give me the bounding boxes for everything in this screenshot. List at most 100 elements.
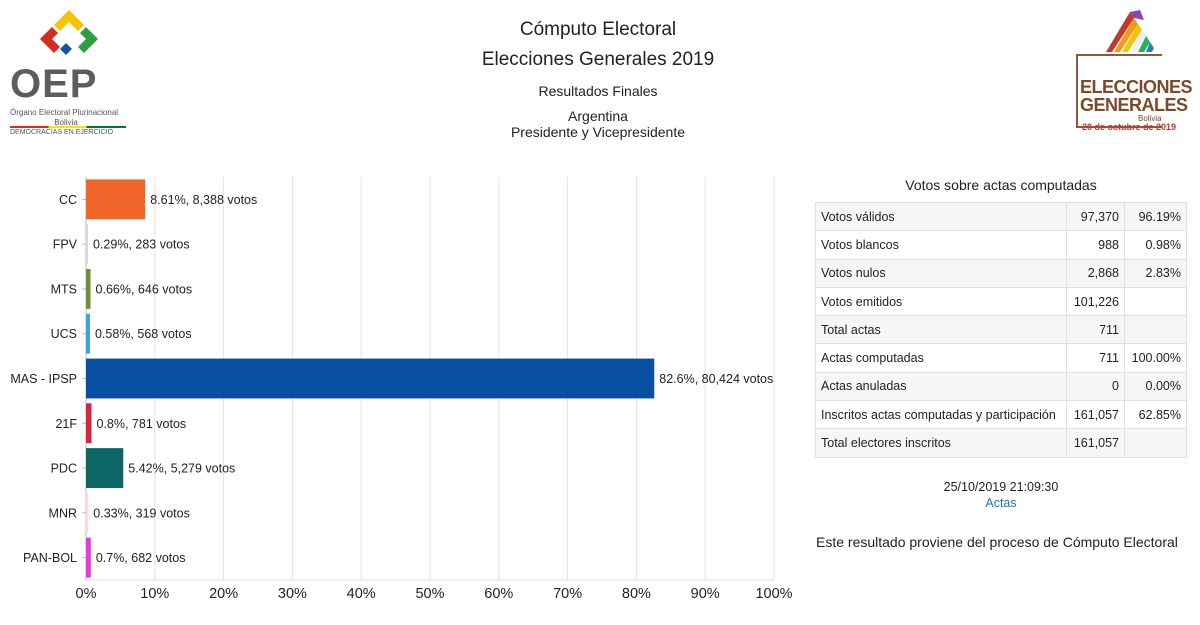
data-label: 5.42%, 5,279 votos [128,462,235,476]
summary-table: Votos válidos 97,370 96.19% Votos blancos 98… [814,201,1187,458]
category-label: FPV [53,238,78,252]
bar [86,492,89,533]
row-value: 97,370 [1066,201,1125,232]
row-pct [1124,428,1187,458]
tricolor-divider [10,126,126,128]
row-value: 161,057 [1066,400,1125,430]
page-subtitle: Elecciones Generales 2019 [481,49,715,70]
row-value: 2,868 [1066,258,1125,288]
page-title: Cómputo Electoral [519,19,677,40]
row-value: 161,057 [1066,428,1125,458]
table-row: Votos nulos 2,868 2.83% [814,258,1187,288]
oep-logo: OEP Órgano Electoral Plurinacional Boliv… [8,8,128,136]
wiphala-flag-icon [1106,10,1154,52]
row-pct [1124,286,1187,317]
x-tick-label: 0% [76,586,97,602]
oep-acronym: OEP [10,62,98,106]
row-value: 101,226 [1066,286,1125,317]
row-label: Votos blancos [814,230,1068,260]
country-label: Argentina [568,108,628,124]
data-label: 0.29%, 283 votos [93,238,190,252]
row-label: Actas anuladas [814,371,1068,402]
table-row: Actas computadas 711 100.00% [814,343,1187,373]
table-row: Votos válidos 97,370 96.19% [814,201,1187,232]
row-pct: 2.83% [1124,258,1187,288]
oep-country: Bolivia [54,118,78,127]
source-note: Este resultado proviene del proceso de C… [816,534,1178,550]
logo-line-2: GENERALES [1080,95,1188,115]
data-label: 0.58%, 568 votos [95,327,192,341]
elecciones-generales-logo: ELECCIONES GENERALES Bolivia 20 de octub… [1072,8,1193,133]
row-pct: 62.85% [1124,400,1187,430]
x-tick-label: 20% [209,586,238,602]
election-date: 20 de octubre de 2019 [1082,122,1177,132]
bar [86,403,92,444]
x-tick-label: 90% [691,586,720,602]
x-tick-label: 10% [140,586,169,602]
category-label: MAS - IPSP [10,372,77,386]
table-row: Total electores inscritos 161,057 [814,428,1187,458]
category-label: MTS [51,282,77,296]
x-tick-label: 70% [553,586,582,602]
row-label: Total electores inscritos [814,428,1068,458]
row-pct: 100.00% [1124,343,1187,373]
row-value: 711 [1066,343,1125,373]
x-tick-label: 30% [278,586,307,602]
timestamp: 25/10/2019 21:09:30 [943,480,1059,494]
row-pct: 0.98% [1124,230,1187,260]
table-row: Votos blancos 988 0.98% [814,230,1187,260]
logo-line-1: ELECCIONES [1080,77,1193,97]
x-tick-label: 40% [347,586,376,602]
bar [86,448,124,488]
table-row: Votos emitidos 101,226 [814,286,1187,317]
results-bar-chart: 0% 10% 20% 30% 40% 50% 60% 70% 80% 90% 100% CC 8.61%… [10,177,793,602]
bar [86,358,655,399]
row-value: 988 [1066,230,1125,260]
row-pct [1124,315,1187,345]
page-header: Cómputo Electoral Elecciones Generales 2… [398,18,798,140]
data-label: 8.61%, 8,388 votos [150,193,257,207]
row-label: Votos nulos [814,258,1068,288]
row-value: 0 [1066,371,1125,402]
bar [86,179,146,220]
office-label: Presidente y Vicepresidente [510,124,686,140]
category-label: PDC [51,462,77,476]
logo-country: Bolivia [1138,114,1162,123]
oep-name: Órgano Electoral Plurinacional [10,108,119,117]
category-label: PAN-BOL [23,551,77,565]
table-row: Total actas 711 [814,315,1187,345]
category-label: MNR [49,506,77,520]
results-label: Resultados Finales [538,83,658,99]
row-pct: 0.00% [1124,371,1187,402]
table-row: Inscritos actas computadas y participaci… [814,400,1187,430]
row-label: Votos emitidos [814,286,1068,317]
row-value: 711 [1066,315,1125,345]
row-pct: 96.19% [1124,201,1187,232]
x-tick-label: 50% [415,586,444,602]
data-label: 0.8%, 781 votos [97,417,187,431]
bar [86,313,90,354]
category-label: UCS [51,327,77,341]
row-label: Inscritos actas computadas y participaci… [814,400,1068,430]
x-tick-label: 80% [622,586,651,602]
row-label: Votos válidos [814,201,1068,232]
data-label: 0.66%, 646 votos [96,282,193,296]
category-label: 21F [55,417,77,431]
bar [86,224,88,265]
bar [86,537,91,578]
row-label: Total actas [814,315,1068,345]
summary-panel: Votos sobre actas computadas Votos válid… [814,176,1187,458]
data-label: 0.33%, 319 votos [93,506,190,520]
row-label: Actas computadas [814,343,1068,373]
data-label: 82.6%, 80,424 votos [659,372,773,386]
bar [86,269,91,309]
oep-emblem-icon [40,10,98,55]
actas-link[interactable]: Actas [985,496,1017,510]
summary-title: Votos sobre actas computadas [905,177,1097,193]
oep-slogan: DEMOCRACIAS EN EJERCICIO [10,129,114,136]
table-row: Actas anuladas 0 0.00% [814,371,1187,402]
data-label: 0.7%, 682 votos [96,551,186,565]
logo-frame [1076,54,1162,128]
x-tick-label: 60% [484,586,513,602]
x-tick-label: 100% [755,586,792,602]
